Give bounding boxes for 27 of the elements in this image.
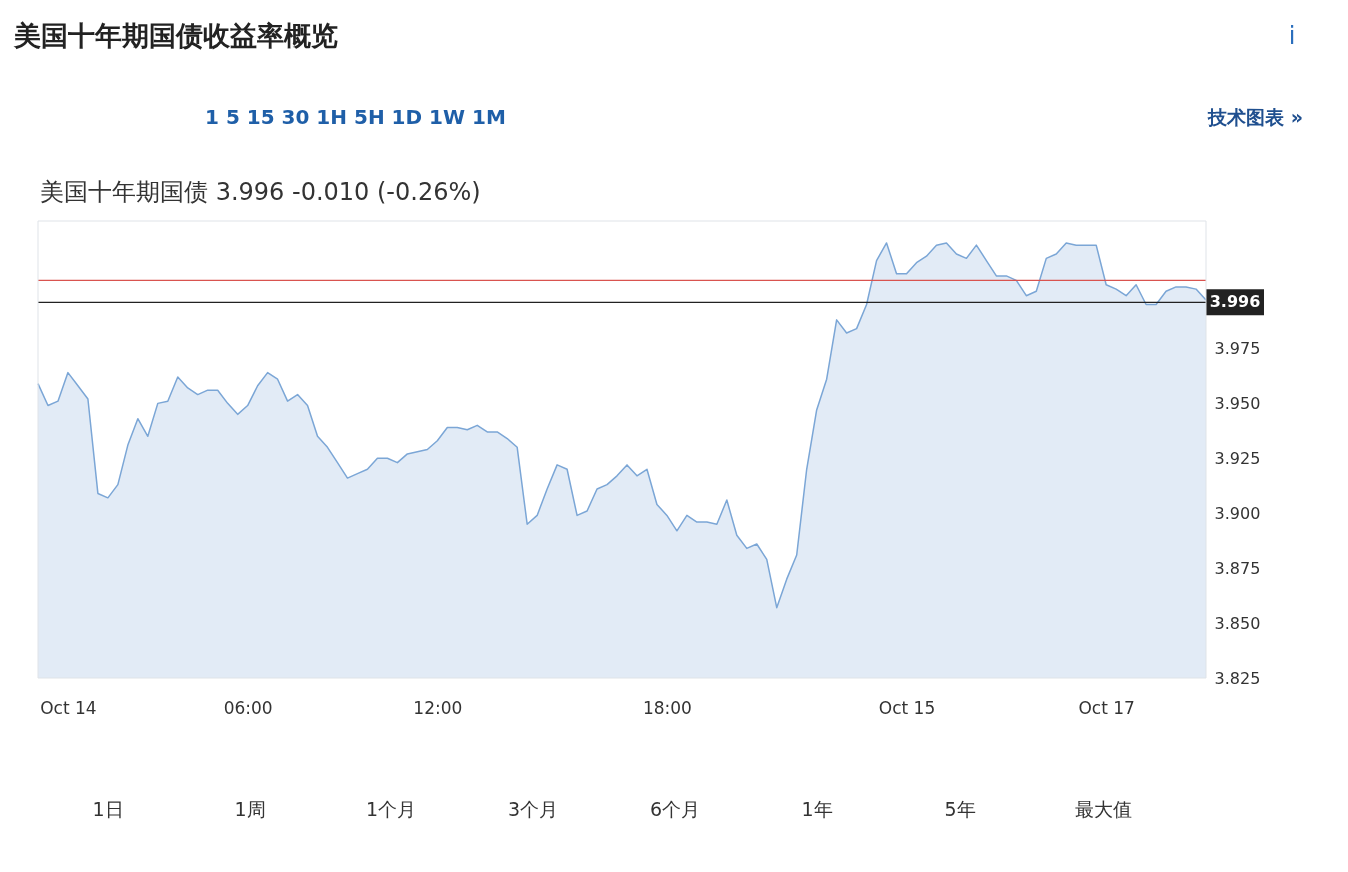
text: i (1288, 22, 1296, 50)
text: 1 5 15 30 1H 5H 1D 1W 1M (205, 105, 506, 129)
ref-line-label: 3.996 (1209, 292, 1261, 312)
y-tick-label: 3.950 (1214, 393, 1261, 413)
text: 1日 (92, 798, 124, 820)
y-tick-label: 3.925 (1214, 448, 1261, 468)
text: 5年 (944, 798, 976, 820)
text: 技术图表 » (1207, 106, 1303, 128)
x-tick-label: 18:00 (642, 697, 692, 718)
text: 最大值 (1074, 798, 1132, 820)
y-tick-label: 3.825 (1214, 668, 1261, 688)
y-tick-label: 3.875 (1214, 558, 1261, 578)
x-tick-label: Oct 15 (878, 697, 936, 718)
x-tick-label: 06:00 (223, 697, 273, 718)
chart-title: 美国十年期国债收益率概览 (13, 20, 338, 51)
x-tick-label: Oct 14 (40, 697, 97, 718)
chart-subtitle: 美国十年期国债 3.996 -0.010 (-0.26%) (40, 178, 481, 206)
y-tick-label: 3.900 (1214, 503, 1261, 523)
text: 3个月 (507, 798, 559, 820)
text: 1周 (234, 798, 266, 820)
y-tick-label: 3.975 (1214, 338, 1261, 358)
text: 1个月 (365, 798, 417, 820)
y-tick-label: 3.850 (1214, 613, 1261, 633)
x-tick-label: 12:00 (413, 697, 463, 718)
text: 6个月 (649, 798, 701, 820)
text: 1年 (801, 798, 833, 820)
x-tick-label: Oct 17 (1078, 697, 1135, 718)
